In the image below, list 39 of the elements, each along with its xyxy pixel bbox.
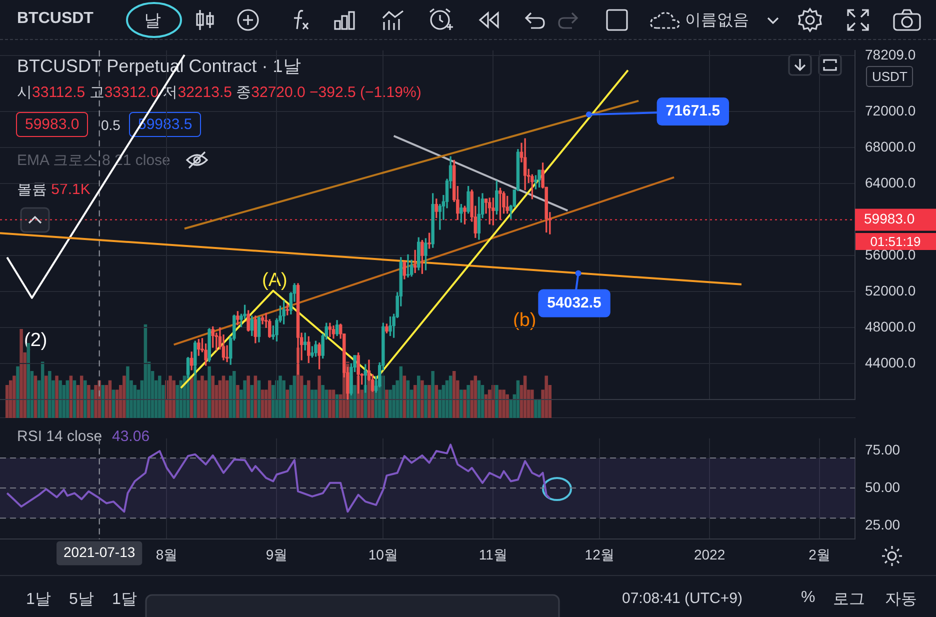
text: %: [801, 589, 816, 607]
x-tick-label: 12월: [584, 546, 614, 562]
y-tick-label: 44000.0: [865, 354, 916, 370]
text: BTCUSDT: [17, 10, 94, 28]
text: 이름없음: [685, 11, 749, 31]
annotation: 59983.0: [16, 112, 88, 137]
y-tick-label: 72000.0: [865, 102, 916, 118]
y-tick-label: 50.00: [865, 478, 900, 495]
x-tick-label: 2022: [694, 546, 726, 562]
annotation: (b): [513, 310, 536, 332]
x-tick-label: 2월: [808, 546, 830, 562]
x-tick-label: 8월: [156, 546, 178, 562]
text: 5날: [69, 590, 94, 610]
text: USDT: [866, 66, 914, 87]
y-tick-label: 78209.0: [865, 46, 916, 63]
ref-line-label: 59983.0: [864, 210, 915, 227]
y-tick-label: 52000.0: [865, 282, 916, 298]
y-tick-label: 75.00: [865, 441, 900, 458]
annotation: 43.06: [112, 428, 150, 445]
text: 01:51:19: [855, 233, 936, 250]
text: 날: [144, 10, 161, 32]
ref-line-label: 2021-07-13: [64, 544, 136, 560]
y-tick-label: 25.00: [865, 516, 900, 533]
text: 로그: [833, 590, 865, 610]
text: 07:08:41 (UTC+9): [622, 590, 742, 607]
annotation: 0.5: [101, 117, 120, 133]
annotation: 54032.5: [547, 294, 602, 312]
x-tick-label: 10월: [368, 546, 398, 562]
y-tick-label: 68000.0: [865, 138, 916, 154]
text: 1날: [26, 590, 51, 610]
x-tick-label: 11월: [478, 546, 508, 562]
text: 자동: [885, 590, 917, 610]
y-tick-label: 48000.0: [865, 318, 916, 334]
chart-title: RSI 14 close: [17, 428, 102, 445]
y-tick-label: 64000.0: [865, 174, 916, 190]
annotation: (A): [262, 270, 288, 292]
text: 1달: [112, 590, 137, 610]
annotation: 71671.5: [666, 102, 720, 120]
x-tick-label: 9월: [266, 546, 288, 562]
